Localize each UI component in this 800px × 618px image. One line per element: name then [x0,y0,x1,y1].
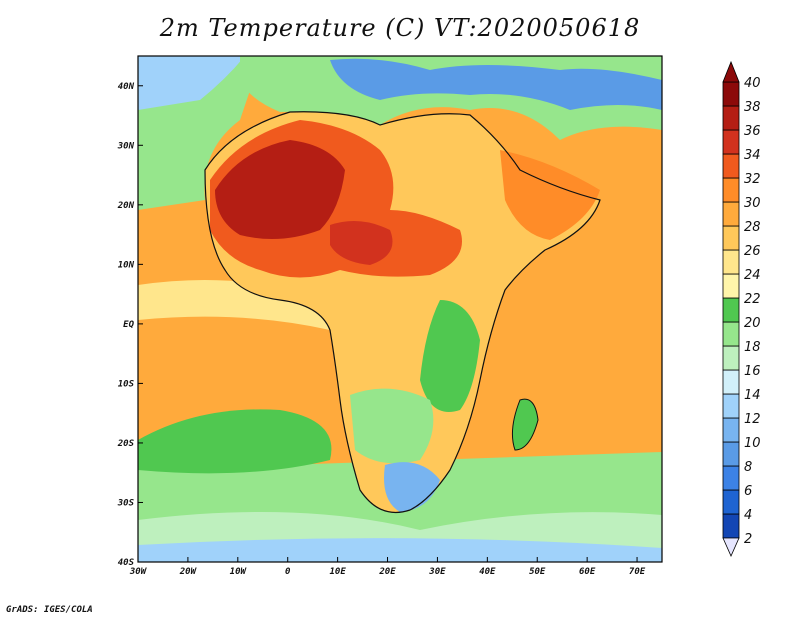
colorbar-swatch [722,273,740,299]
colorbar-swatch [722,129,740,155]
temperature-field [138,56,662,562]
far-south-ocean-band [138,538,662,562]
lon-tick-label: 60E [579,567,596,577]
lon-tick-label: 30E [428,567,446,577]
colorbar-level-label: 26 [744,244,761,259]
lat-tick-label: EQ [123,320,134,330]
north-atlantic-cold [138,56,245,110]
colorbar-swatch [722,393,740,419]
colorbar-under-triangle [722,537,740,557]
europe-cold-zone [330,58,662,110]
colorbar-swatch [722,249,740,275]
south-atlantic-cool-patch [138,409,332,474]
sahara-hottest-core [215,140,345,239]
lat-tick-label: 10N [118,260,135,270]
colorbar-swatch [722,345,740,371]
lat-tick-label: 30N [117,141,135,151]
lat-tick-label: 10S [118,379,135,389]
lon-tick-label: 70E [629,567,646,577]
colorbar-level-label: 34 [744,148,761,163]
colorbar-swatch [722,513,740,539]
axis-ticks: 30W 20W 10W 0 10E 20E 30E 40E 50E 60E 70E 40N 30N 20N… [117,82,646,577]
colorbar-swatch [722,201,740,227]
colorbar-swatch [722,417,740,443]
lon-tick-label: 20W [179,567,198,577]
lon-tick-label: 30W [129,567,148,577]
lat-tick-label: 40S [118,558,135,568]
grads-credit: GrADS: IGES/COLA [6,605,93,615]
plot-frame [137,55,663,563]
lon-tick-label: 10W [230,567,248,577]
colorbar-swatch [722,297,740,323]
colorbar-level-label: 38 [744,100,761,115]
colorbar-over-triangle [722,60,740,83]
colorbar-level-label: 18 [744,340,761,355]
lat-tick-label: 20N [117,201,135,211]
colorbar-level-label: 24 [744,268,761,283]
colorbar-swatch [722,81,740,107]
east-africa-highlands [420,300,480,412]
lon-tick-label: 10E [329,567,346,577]
lon-tick-label: 20E [378,567,396,577]
madagascar-coastline [511,398,539,451]
colorbar-level-label: 22 [744,292,761,307]
colorbar-level-label: 8 [744,460,752,475]
sahel-hot-spot [330,221,393,265]
colorbar-level-label: 2 [744,532,752,547]
colorbar-level-label: 16 [744,364,761,379]
colorbar-level-label: 14 [744,388,761,403]
southern-africa-green [350,388,434,464]
colorbar-level-label: 6 [744,484,752,499]
colorbar-level-label: 40 [744,76,761,91]
colorbar-swatch [722,321,740,347]
madagascar [512,399,538,450]
colorbar-swatch [722,105,740,131]
lat-tick-label: 40N [118,82,135,92]
lat-tick-label: 30S [117,498,135,508]
colorbar-swatch [722,465,740,491]
africa-coastline [204,111,601,514]
colorbar-swatch [722,369,740,395]
colorbar-level-label: 12 [744,412,761,427]
colorbar-swatch [722,489,740,515]
colorbar-level-label: 28 [744,220,761,235]
colorbar-level-label: 36 [744,124,761,139]
colorbar-swatch [722,177,740,203]
colorbar-swatch [722,153,740,179]
lon-tick-label: 50E [529,567,546,577]
lat-tick-label: 20S [117,439,135,449]
lon-tick-label: 0 [285,567,291,577]
map-title: 2m Temperature (C) VT:2020050618 [159,14,641,42]
colorbar-swatch [722,441,740,467]
colorbar-level-label: 20 [744,316,761,331]
colorbar-level-label: 10 [744,436,761,451]
colorbar-level-label: 32 [744,172,761,187]
colorbar-level-label: 4 [744,508,752,523]
lon-tick-label: 40E [479,567,496,577]
colorbar-level-label: 30 [744,196,761,211]
colorbar-swatch [722,225,740,251]
